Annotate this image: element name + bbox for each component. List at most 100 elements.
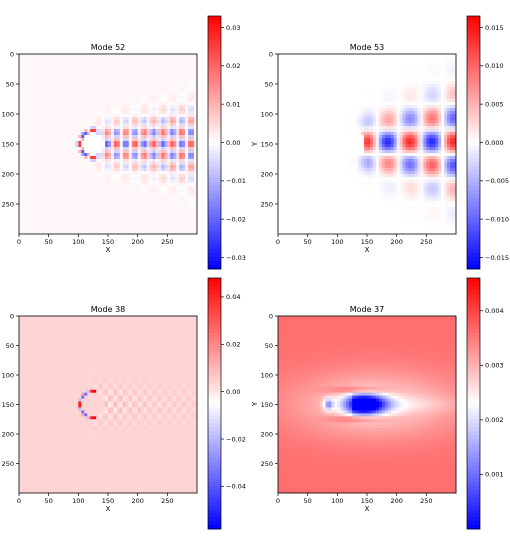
heatmap-cell bbox=[161, 129, 165, 133]
heatmap-cell bbox=[289, 87, 294, 91]
heatmap-cell bbox=[63, 150, 67, 154]
heatmap-cell bbox=[194, 141, 198, 145]
heatmap-cell bbox=[78, 141, 82, 145]
heatmap-cell bbox=[33, 213, 38, 217]
heatmap-cell bbox=[286, 99, 291, 103]
heatmap-cell bbox=[310, 99, 314, 103]
heatmap-cell bbox=[417, 87, 421, 91]
heatmap-cell bbox=[99, 210, 103, 214]
heatmap-cell bbox=[137, 96, 142, 100]
heatmap-cell bbox=[185, 162, 189, 166]
heatmap-cell bbox=[328, 75, 332, 79]
heatmap-cell bbox=[173, 186, 177, 190]
heatmap-cell bbox=[185, 159, 189, 163]
heatmap-cell bbox=[113, 66, 118, 70]
heatmap-cell bbox=[134, 72, 139, 76]
heatmap-cell bbox=[63, 66, 67, 70]
heatmap-cell bbox=[176, 165, 180, 169]
heatmap-cell bbox=[134, 189, 139, 193]
heatmap-cell bbox=[283, 66, 288, 70]
heatmap-cell bbox=[149, 96, 153, 100]
heatmap-cell bbox=[51, 213, 55, 217]
heatmap-cell bbox=[36, 204, 41, 208]
heatmap-cell bbox=[48, 228, 53, 232]
heatmap-cell bbox=[33, 204, 38, 208]
heatmap-cell bbox=[185, 201, 189, 205]
heatmap-cell bbox=[298, 108, 303, 112]
heatmap-cell bbox=[90, 219, 94, 223]
heatmap-cell bbox=[375, 96, 380, 100]
heatmap-cell bbox=[75, 126, 79, 130]
heatmap-cell bbox=[51, 114, 55, 118]
heatmap-cell bbox=[72, 213, 76, 217]
heatmap-cell bbox=[307, 111, 312, 115]
heatmap-cell bbox=[125, 219, 130, 223]
heatmap-cell bbox=[131, 192, 136, 196]
heatmap-cell bbox=[78, 114, 82, 118]
heatmap-cell bbox=[69, 180, 73, 184]
heatmap-cell bbox=[185, 189, 189, 193]
heatmap-cell bbox=[167, 192, 171, 196]
heatmap-cell bbox=[66, 141, 70, 145]
heatmap-cell bbox=[361, 102, 365, 106]
heatmap-cell bbox=[420, 102, 424, 106]
heatmap-cell bbox=[167, 213, 171, 217]
heatmap-cell bbox=[188, 231, 192, 235]
heatmap-cell bbox=[185, 84, 189, 88]
heatmap-cell bbox=[36, 159, 41, 163]
heatmap-cell bbox=[402, 60, 406, 64]
heatmap-cell bbox=[170, 120, 174, 124]
heatmap-cell bbox=[411, 102, 415, 106]
heatmap-cell bbox=[131, 207, 136, 211]
heatmap-cell bbox=[378, 102, 383, 106]
colorbar-step bbox=[208, 99, 221, 104]
heatmap-cell bbox=[125, 198, 130, 202]
heatmap-cell bbox=[367, 84, 371, 88]
colorbar-step bbox=[208, 95, 221, 100]
heatmap-cell bbox=[155, 117, 159, 121]
heatmap-cell bbox=[51, 168, 55, 172]
heatmap-cell bbox=[102, 90, 106, 94]
heatmap-cell bbox=[84, 123, 88, 127]
heatmap-cell bbox=[280, 87, 285, 91]
heatmap-cell bbox=[30, 66, 35, 70]
heatmap-cell bbox=[57, 90, 61, 94]
heatmap-cell bbox=[164, 87, 168, 91]
heatmap-cell bbox=[447, 81, 451, 85]
heatmap-cell bbox=[125, 210, 130, 214]
heatmap-cell bbox=[358, 69, 362, 73]
heatmap-cell bbox=[72, 186, 76, 190]
heatmap-cell bbox=[27, 78, 32, 82]
heatmap-cell bbox=[292, 81, 297, 85]
heatmap-cell bbox=[352, 66, 356, 70]
heatmap-cell bbox=[358, 111, 362, 115]
heatmap-cell bbox=[24, 99, 29, 103]
heatmap-cell bbox=[179, 207, 183, 211]
heatmap-cell bbox=[33, 78, 38, 82]
heatmap-cell bbox=[441, 105, 445, 109]
heatmap-cell bbox=[364, 57, 368, 61]
heatmap-cell bbox=[84, 168, 88, 172]
heatmap-cell bbox=[30, 123, 35, 127]
heatmap-cell bbox=[161, 96, 165, 100]
heatmap-cell bbox=[36, 120, 41, 124]
heatmap-cell bbox=[298, 96, 303, 100]
heatmap-cell bbox=[57, 222, 61, 226]
heatmap-cell bbox=[337, 105, 341, 109]
heatmap-cell bbox=[27, 165, 32, 169]
heatmap-cell bbox=[289, 63, 294, 67]
heatmap-cell bbox=[119, 90, 124, 94]
heatmap-cell bbox=[78, 123, 82, 127]
heatmap-cell bbox=[188, 168, 192, 172]
heatmap-cell bbox=[39, 204, 44, 208]
heatmap-cell bbox=[378, 87, 383, 91]
heatmap-cell bbox=[447, 66, 451, 70]
heatmap-cell bbox=[450, 87, 454, 91]
heatmap-cell bbox=[295, 99, 300, 103]
heatmap-cell bbox=[167, 150, 171, 154]
heatmap-cell bbox=[51, 207, 55, 211]
heatmap-cell bbox=[188, 135, 192, 139]
heatmap-cell bbox=[179, 162, 183, 166]
heatmap-cell bbox=[191, 111, 195, 115]
heatmap-cell bbox=[143, 162, 147, 166]
